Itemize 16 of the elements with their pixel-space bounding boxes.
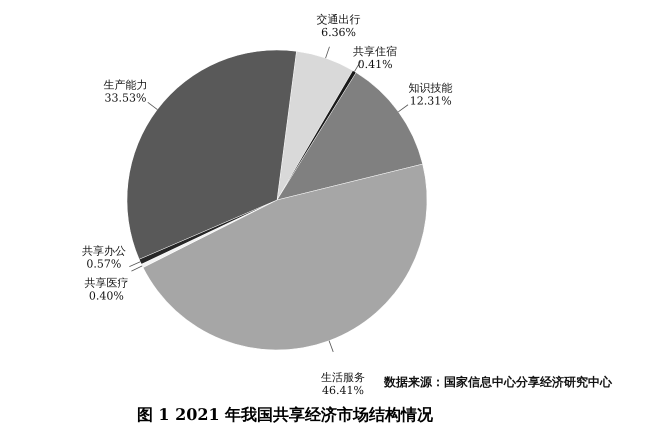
slice-label: 共享医疗 [84,276,128,290]
slice-label: 共享住宿 [353,45,398,58]
data-label: 33.53% [104,91,146,104]
slice-label: 生产能力 [103,78,148,92]
data-label: 0.41% [358,58,393,72]
slice-label: 交通出行 [316,13,361,26]
data-label: 0.57% [86,257,122,270]
data-label: 46.41% [322,384,364,398]
data-label: 12.31% [410,94,452,108]
data-label: 0.40% [88,289,124,302]
data-label: 6.36% [321,26,356,40]
slice-label: 共享办公 [82,244,126,258]
slice-label: 知识技能 [408,81,453,94]
source-note: 数据来源：国家信息中心分享经济研究中心 [383,375,613,389]
text: 图 1 2021 年我国共享经济市场结构情况 [136,405,434,424]
slice-label: 生活服务 [320,371,365,384]
